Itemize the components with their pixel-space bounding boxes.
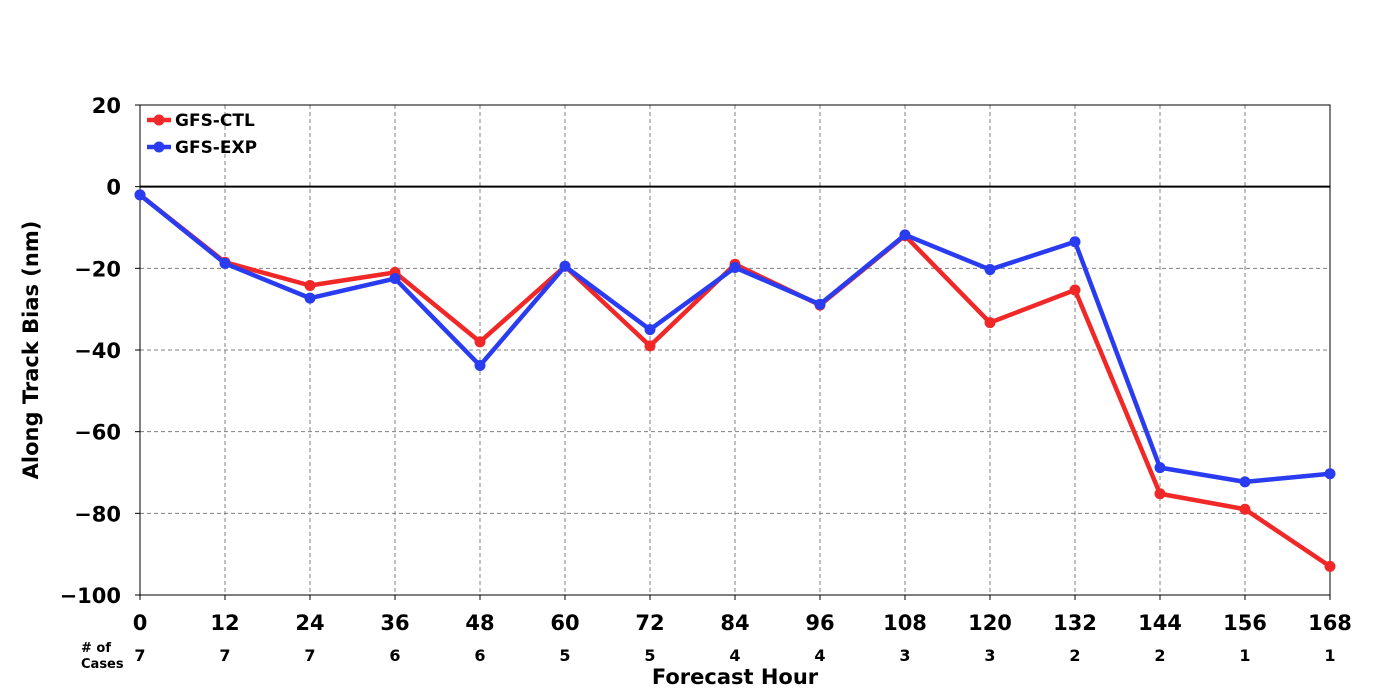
data-point xyxy=(389,273,401,285)
legend-item: GFS-CTL xyxy=(147,111,255,131)
data-point xyxy=(474,336,486,348)
case-count: 2 xyxy=(1154,646,1165,665)
data-point xyxy=(984,264,996,276)
x-tick-label: 168 xyxy=(1308,611,1352,635)
y-tick-label: −60 xyxy=(74,421,121,445)
legend-label: GFS-EXP xyxy=(175,138,257,158)
x-tick-label: 0 xyxy=(133,611,148,635)
y-axis-ticks: 20 0 −20 −40 −60 −80 −100 xyxy=(60,94,140,608)
data-point xyxy=(1069,236,1081,248)
data-point xyxy=(644,324,656,336)
y-axis-title: Along Track Bias (nm) xyxy=(19,221,43,480)
y-tick-label: −20 xyxy=(74,257,121,281)
case-count: 6 xyxy=(389,646,400,665)
cases-label-line1: # of xyxy=(81,641,111,656)
data-point xyxy=(1154,488,1166,500)
case-count: 2 xyxy=(1069,646,1080,665)
x-tick-label: 48 xyxy=(465,611,494,635)
x-tick-label: 84 xyxy=(720,611,749,635)
cases-label-line2: Cases xyxy=(81,657,124,672)
case-count: 3 xyxy=(984,646,995,665)
data-point xyxy=(559,260,571,272)
x-tick-label: 60 xyxy=(550,611,579,635)
legend: GFS-CTL GFS-EXP xyxy=(147,111,257,158)
legend-marker xyxy=(153,141,165,153)
data-point xyxy=(1154,462,1166,474)
data-point xyxy=(1239,476,1251,488)
data-point xyxy=(134,189,146,201)
x-tick-label: 96 xyxy=(805,611,834,635)
x-tick-label: 120 xyxy=(968,611,1012,635)
data-point xyxy=(729,262,741,274)
data-point xyxy=(474,360,486,372)
x-tick-label: 156 xyxy=(1223,611,1267,635)
case-count: 4 xyxy=(729,646,740,665)
data-point xyxy=(1239,503,1251,515)
x-tick-label: 24 xyxy=(295,611,324,635)
y-tick-label: −80 xyxy=(74,502,121,526)
legend-item: GFS-EXP xyxy=(147,138,257,158)
y-tick-label: −40 xyxy=(74,339,121,363)
data-point xyxy=(304,292,316,304)
series-gfs-exp xyxy=(134,189,1336,488)
case-count: 7 xyxy=(134,646,145,665)
x-axis-ticks: 0 12 24 36 48 60 72 84 96 108 120 132 144 156 168 xyxy=(133,595,1352,635)
case-count: 7 xyxy=(219,646,230,665)
case-count: 1 xyxy=(1324,646,1335,665)
data-point xyxy=(1069,284,1081,296)
legend-label: GFS-CTL xyxy=(175,111,255,131)
case-count: 5 xyxy=(559,646,570,665)
case-count: 1 xyxy=(1239,646,1250,665)
data-point xyxy=(984,317,996,329)
case-counts: 7 7 7 6 6 5 5 4 4 3 3 2 2 1 1 xyxy=(134,646,1335,665)
y-tick-label: 20 xyxy=(92,94,121,118)
y-tick-label: −100 xyxy=(60,584,121,608)
x-tick-label: 144 xyxy=(1138,611,1182,635)
series-layer xyxy=(134,189,1336,572)
x-tick-label: 132 xyxy=(1053,611,1097,635)
data-point xyxy=(219,257,231,269)
data-point xyxy=(899,229,911,241)
case-count: 4 xyxy=(814,646,825,665)
data-point xyxy=(814,298,826,310)
x-tick-label: 72 xyxy=(635,611,664,635)
case-count: 3 xyxy=(899,646,910,665)
data-point xyxy=(304,279,316,291)
case-count: 5 xyxy=(644,646,655,665)
x-tick-label: 108 xyxy=(883,611,927,635)
x-axis-title: Forecast Hour xyxy=(652,665,819,689)
case-count: 6 xyxy=(474,646,485,665)
data-point xyxy=(1324,560,1336,572)
data-point xyxy=(644,340,656,352)
x-tick-label: 12 xyxy=(210,611,239,635)
grid xyxy=(140,105,1330,595)
data-point xyxy=(1324,468,1336,480)
legend-marker xyxy=(153,114,165,126)
y-tick-label: 0 xyxy=(106,176,121,200)
case-count: 7 xyxy=(304,646,315,665)
x-tick-label: 36 xyxy=(380,611,409,635)
